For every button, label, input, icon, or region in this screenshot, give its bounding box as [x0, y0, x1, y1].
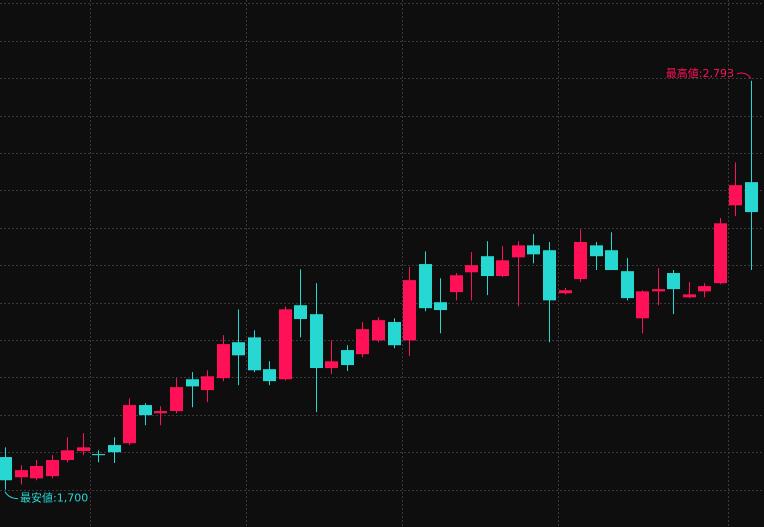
candle-body — [61, 450, 74, 461]
candle-body — [92, 454, 105, 456]
candle-body — [434, 302, 447, 311]
candle-body — [714, 223, 727, 284]
candle-body — [217, 344, 230, 379]
candle-body — [170, 387, 183, 412]
candle-body — [325, 361, 338, 369]
candle-body — [15, 470, 28, 478]
candle-body — [745, 182, 758, 213]
candle-body — [263, 369, 276, 382]
candle-body — [310, 314, 323, 369]
candle-body — [481, 256, 494, 277]
candle-body — [403, 280, 416, 341]
candle-body — [419, 264, 432, 309]
candle-body — [294, 305, 307, 320]
candle-body — [372, 320, 385, 341]
candle-body — [450, 275, 463, 293]
candle-body — [388, 322, 401, 346]
candle-body — [698, 286, 711, 292]
candle-body — [512, 245, 525, 258]
annotation-low: 最安値:1,700 — [20, 491, 88, 505]
candle-body — [232, 342, 245, 356]
candle-body — [527, 245, 540, 255]
candle-body — [605, 250, 618, 271]
candle-body — [248, 337, 261, 371]
candle-body — [0, 457, 12, 481]
candle-body — [729, 185, 742, 206]
candle-body — [154, 411, 167, 414]
candle-body — [496, 260, 509, 277]
annotation-high: 最高値:2,793 — [666, 66, 734, 80]
candle-body — [341, 350, 354, 366]
candle-body — [279, 309, 292, 380]
candle-body — [667, 273, 680, 290]
annotation-arrow — [736, 72, 752, 80]
candle-body — [636, 291, 649, 319]
candle-body — [652, 289, 665, 292]
candle-body — [201, 376, 214, 391]
candle-body — [77, 447, 90, 452]
candle-body — [186, 379, 199, 387]
annotation-arrow — [4, 491, 19, 500]
candle-body — [621, 271, 634, 299]
candle-body — [465, 265, 478, 273]
candle-body — [590, 245, 603, 257]
candle-body — [30, 466, 43, 479]
candle-body — [46, 460, 59, 477]
candle-body — [543, 250, 556, 301]
candle-body — [139, 405, 152, 416]
candle-body — [108, 445, 121, 453]
candle-body — [574, 241, 587, 280]
candle-body — [123, 405, 136, 444]
candle-body — [559, 290, 572, 294]
candle-body — [356, 329, 369, 355]
candle-body — [683, 294, 696, 298]
